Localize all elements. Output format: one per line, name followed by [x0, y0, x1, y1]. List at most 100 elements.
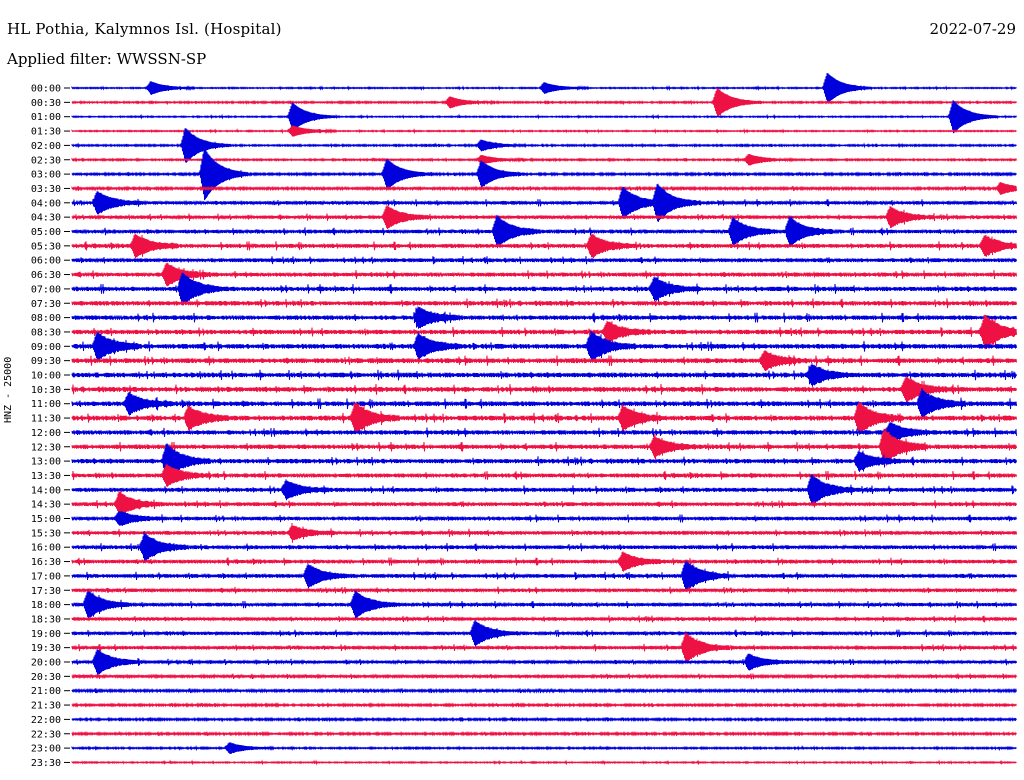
- row-label: 05:00: [31, 227, 61, 238]
- trace-2300: [71, 742, 1017, 754]
- trace-1100: [71, 387, 1017, 420]
- row-label: 11:30: [31, 414, 61, 425]
- row-label: 13:00: [31, 457, 61, 468]
- row-label: 14:30: [31, 500, 61, 511]
- trace-0530: [71, 233, 1017, 259]
- trace-0100: [71, 100, 1017, 134]
- trace-2230: [71, 730, 1017, 737]
- trace-1200: [71, 422, 1017, 443]
- trace-1330: [71, 464, 1017, 487]
- row-label: 16:30: [31, 557, 61, 568]
- trace-0400: [71, 183, 1017, 222]
- trace-0200: [71, 128, 1017, 163]
- trace-1400: [71, 474, 1017, 506]
- row-label: 21:30: [31, 701, 61, 712]
- trace-2000: [71, 649, 1017, 675]
- row-label: 12:00: [31, 428, 61, 439]
- trace-1900: [71, 620, 1017, 647]
- trace-0500: [71, 214, 1017, 249]
- row-label: 15:00: [31, 514, 61, 525]
- trace-1700: [71, 561, 1017, 591]
- row-label: 22:00: [31, 715, 61, 726]
- trace-0630: [71, 262, 1017, 287]
- row-label: 22:30: [31, 729, 61, 740]
- trace-0230: [71, 154, 1017, 166]
- trace-2030: [71, 673, 1017, 680]
- row-label: 01:30: [31, 127, 61, 138]
- trace-1230: [71, 427, 1017, 466]
- trace-1430: [71, 490, 1017, 518]
- trace-1300: [71, 443, 1017, 479]
- trace-1600: [71, 531, 1017, 564]
- trace-1630: [71, 551, 1017, 572]
- row-label: 12:30: [31, 442, 61, 453]
- row-label: 21:00: [31, 686, 61, 697]
- row-label: 05:30: [31, 241, 61, 252]
- row-label: 19:30: [31, 643, 61, 654]
- trace-1500: [71, 511, 1017, 526]
- trace-0300: [71, 148, 1017, 201]
- row-label: 06:30: [31, 270, 61, 281]
- row-label: 00:00: [31, 84, 61, 95]
- trace-0900: [71, 330, 1017, 362]
- row-label: 19:00: [31, 629, 61, 640]
- trace-1000: [71, 363, 1017, 387]
- row-label: 20:30: [31, 672, 61, 683]
- row-label: 04:00: [31, 198, 61, 209]
- row-label: 18:00: [31, 600, 61, 611]
- row-label: 03:00: [31, 170, 61, 181]
- trace-0330: [71, 182, 1017, 195]
- row-label: 08:30: [31, 327, 61, 338]
- row-label: 10:30: [31, 385, 61, 396]
- trace-0700: [71, 272, 1017, 306]
- trace-1730: [71, 586, 1017, 594]
- trace-2130: [71, 702, 1017, 709]
- row-label: 18:30: [31, 614, 61, 625]
- trace-1130: [71, 401, 1017, 435]
- row-label: 04:30: [31, 213, 61, 224]
- row-label: 02:30: [31, 155, 61, 166]
- row-label: 11:00: [31, 399, 61, 410]
- trace-2200: [71, 716, 1017, 723]
- trace-0730: [71, 298, 1017, 309]
- trace-0130: [71, 125, 1017, 137]
- trace-2330: [71, 759, 1017, 766]
- trace-0800: [71, 306, 1017, 329]
- trace-0930: [71, 350, 1017, 372]
- row-label: 09:30: [31, 356, 61, 367]
- trace-0830: [71, 314, 1017, 350]
- row-label: 02:00: [31, 141, 61, 152]
- trace-0600: [71, 256, 1017, 265]
- row-label: 09:00: [31, 342, 61, 353]
- trace-2100: [71, 687, 1017, 694]
- trace-1930: [71, 632, 1017, 663]
- trace-1030: [71, 376, 1017, 403]
- row-label: 07:00: [31, 284, 61, 295]
- row-label: 16:00: [31, 543, 61, 554]
- trace-1800: [71, 590, 1017, 619]
- trace-0430: [71, 205, 1017, 230]
- row-label: 06:00: [31, 256, 61, 267]
- row-label: 01:00: [31, 112, 61, 123]
- date-label: 2022-07-29: [929, 20, 1016, 38]
- row-label: 15:30: [31, 528, 61, 539]
- trace-1530: [71, 522, 1017, 543]
- station-title: HL Pothia, Kalymnos Isl. (Hospital): [7, 20, 282, 38]
- row-label: 10:00: [31, 371, 61, 382]
- row-label: 23:00: [31, 744, 61, 755]
- row-label: 07:30: [31, 299, 61, 310]
- trace-1830: [71, 615, 1017, 623]
- row-label: 23:30: [31, 758, 61, 769]
- row-label: 17:00: [31, 571, 61, 582]
- trace-0030: [71, 87, 1017, 117]
- row-label: 17:30: [31, 586, 61, 597]
- row-label: 20:00: [31, 658, 61, 669]
- row-label: 08:00: [31, 313, 61, 324]
- row-label: 03:30: [31, 184, 61, 195]
- trace-0000: [71, 73, 1017, 103]
- filter-label: Applied filter: WWSSN-SP: [7, 50, 207, 68]
- row-label: 13:30: [31, 471, 61, 482]
- row-label: 14:00: [31, 485, 61, 496]
- row-label: 00:30: [31, 98, 61, 109]
